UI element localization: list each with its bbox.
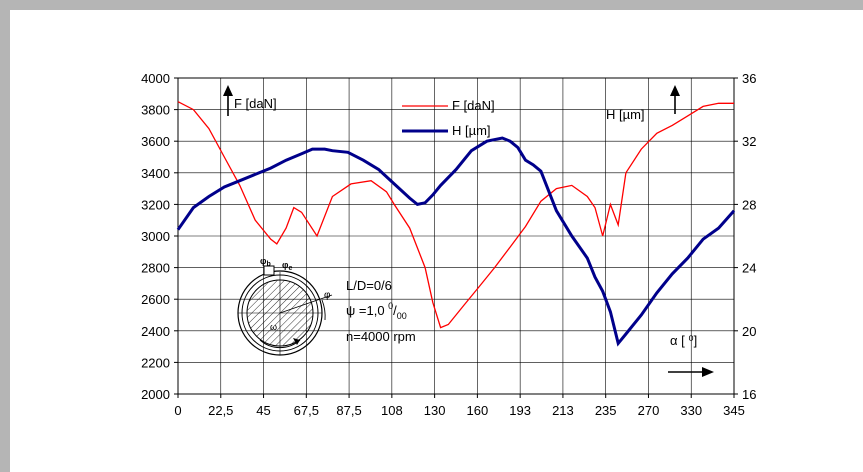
rpm-label: n=4000 rpm xyxy=(346,329,416,344)
x-tick-label: 213 xyxy=(552,403,574,418)
x-tick-label: 108 xyxy=(381,403,403,418)
x-tick-label: 22,5 xyxy=(208,403,233,418)
y-right-tick-label: 36 xyxy=(742,71,756,86)
series-line-thickness xyxy=(176,136,736,347)
y-right-tick-label: 16 xyxy=(742,387,756,402)
x-tick-label: 330 xyxy=(680,403,702,418)
phi-b-label: φb xyxy=(260,256,271,268)
phi-arc xyxy=(321,299,326,321)
up-arrow-head-icon xyxy=(223,85,233,96)
x-tick-label: 270 xyxy=(638,403,660,418)
bearing-load-chart: F [daN] F [daN] H [µm] H [µm] α [ ⁰] xyxy=(141,71,756,418)
x-tick-label: 345 xyxy=(723,403,745,418)
y-left-tick-label: 2200 xyxy=(141,355,170,370)
series-line-force xyxy=(177,101,734,329)
omega-label: ω xyxy=(270,322,277,332)
y-left-tick-label: 3600 xyxy=(141,134,170,149)
bearing-schematic: φb φe φ ω xyxy=(237,256,333,356)
phi-e-label: φe xyxy=(282,260,292,272)
x-tick-label: 130 xyxy=(424,403,446,418)
y-left-tick-label: 3400 xyxy=(141,166,170,181)
x-tick-label: 45 xyxy=(256,403,270,418)
page-frame: F [daN] F [daN] H [µm] H [µm] α [ ⁰] xyxy=(10,10,863,472)
y-left-tick-label: 2400 xyxy=(141,324,170,339)
h-axis-indicator: H [µm] xyxy=(606,85,680,122)
right-arrow-head-icon xyxy=(702,367,714,377)
x-tick-label: 67,5 xyxy=(294,403,319,418)
x-tick-label: 160 xyxy=(467,403,489,418)
f-axis-indicator: F [daN] xyxy=(223,85,277,116)
alpha-label: α [ ⁰] xyxy=(670,333,697,348)
ld-label: L/D=0/6 xyxy=(346,278,392,293)
up-arrow-head-icon xyxy=(670,85,680,96)
y-right-tick-label: 20 xyxy=(742,324,756,339)
h-axis-label: H [µm] xyxy=(606,107,645,122)
legend-label-force: F [daN] xyxy=(452,98,495,113)
y-left-tick-label: 3000 xyxy=(141,229,170,244)
parameter-box: L/D=0/6 ψ =1,0 0/00 n=4000 rpm xyxy=(346,278,416,344)
y-left-tick-label: 2000 xyxy=(141,387,170,402)
alpha-indicator: α [ ⁰] xyxy=(668,333,714,377)
x-tick-label: 193 xyxy=(509,403,531,418)
x-tick-label: 235 xyxy=(595,403,617,418)
y-left-tick-label: 3200 xyxy=(141,197,170,212)
f-axis-label: F [daN] xyxy=(234,96,277,111)
y-left-tick-label: 4000 xyxy=(141,71,170,86)
oil-groove xyxy=(263,265,275,276)
legend: F [daN] H [µm] xyxy=(402,98,495,138)
phi-ray xyxy=(279,294,333,314)
legend-label-thickness: H [µm] xyxy=(452,123,491,138)
y-left-tick-label: 2800 xyxy=(141,261,170,276)
tick-labels: 0 22,5 45 67,5 87,5 108 130 160 193 213 235 270 330 3… xyxy=(141,71,756,418)
axes xyxy=(174,77,738,398)
y-left-tick-label: 2600 xyxy=(141,292,170,307)
y-right-tick-label: 32 xyxy=(742,134,756,149)
y-right-tick-label: 28 xyxy=(742,197,756,212)
phi-label: φ xyxy=(324,290,331,301)
y-right-tick-label: 24 xyxy=(742,261,756,276)
x-tick-label: 87,5 xyxy=(336,403,361,418)
y-left-tick-label: 3800 xyxy=(141,103,170,118)
rotation-arrowhead-icon xyxy=(293,338,300,345)
x-tick-label: 0 xyxy=(174,403,181,418)
